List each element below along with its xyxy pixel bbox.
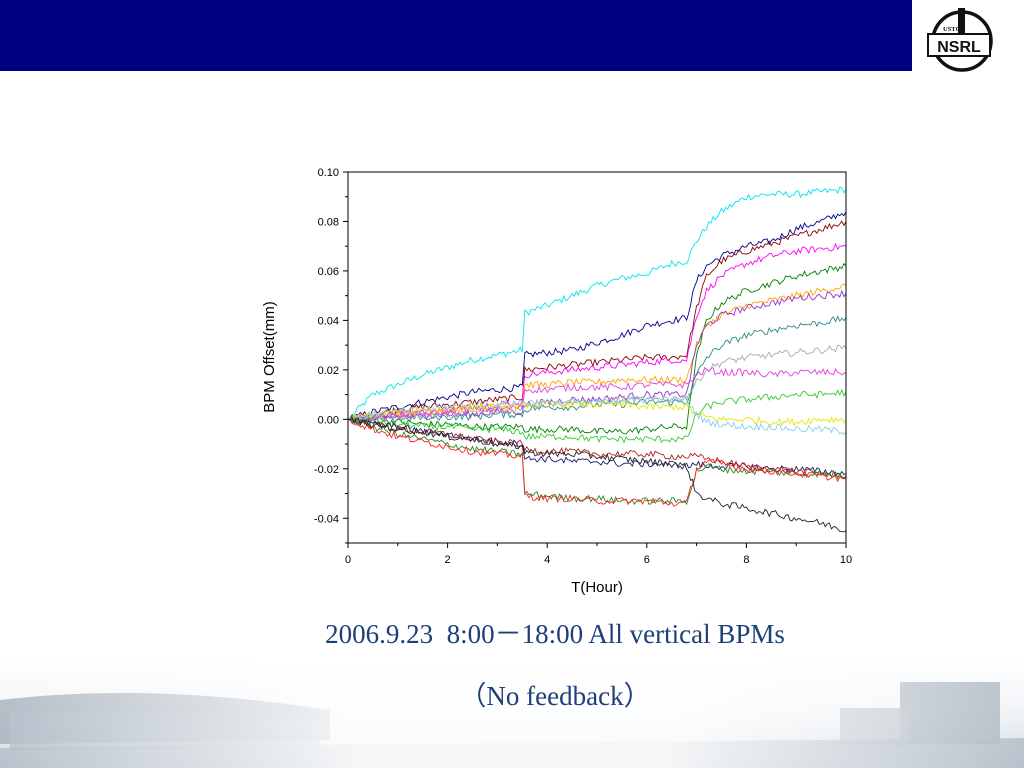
- y-tick-label: 0.06: [318, 266, 339, 278]
- logo-text-nsrl: NSRL: [937, 39, 981, 56]
- y-tick-label: 0.04: [318, 315, 339, 327]
- bpm-series-line-15: [347, 418, 847, 480]
- bpm-series-line-10: [347, 366, 847, 423]
- y-tick-label: 0.08: [318, 216, 339, 228]
- y-axis-title: BPM Offset(mm): [261, 301, 278, 412]
- bpm-series-line-2: [347, 211, 847, 420]
- bpm-series-line-12: [347, 399, 847, 427]
- bpm-series-line-17: [347, 418, 847, 507]
- x-tick-label: 6: [644, 554, 650, 566]
- chart-svg: 0 2 4 6 8 10 -0.04 -0.02 0.00 0.02 0.04 0.06 0.08 0.…: [261, 167, 852, 596]
- bpm-series-line-8: [348, 315, 847, 423]
- caption-subtitle: （No feedback）: [459, 681, 651, 711]
- bpm-series-line-9: [347, 344, 847, 422]
- y-tick-label: 0.00: [318, 414, 339, 426]
- y-tick-label: -0.04: [314, 513, 339, 525]
- x-axis-title: T(Hour): [571, 579, 623, 596]
- y-tick-label: -0.02: [314, 464, 339, 476]
- bpm-series-line-3: [347, 220, 847, 420]
- y-tick-label: 0.10: [318, 167, 339, 179]
- bpm-series-line-18: [347, 416, 847, 533]
- y-axis: -0.04 -0.02 0.00 0.02 0.04 0.06 0.08 0.10: [314, 167, 348, 544]
- bpm-series-line-11: [347, 389, 847, 444]
- bpm-series-line-14: [347, 418, 847, 477]
- bpm-offset-chart: 0 2 4 6 8 10 -0.04 -0.02 0.00 0.02 0.04 0.06 0.08 0.…: [250, 155, 870, 605]
- plot-lines: [347, 186, 847, 533]
- bpm-series-line-1: [347, 186, 847, 420]
- header-bar: [0, 0, 912, 71]
- x-tick-label: 10: [840, 554, 852, 566]
- bpm-series-line-5: [348, 262, 847, 435]
- nsrl-logo: USTC NSRL: [922, 4, 1002, 76]
- x-tick-label: 8: [743, 554, 749, 566]
- bpm-series-line-4: [347, 242, 847, 422]
- y-tick-label: 0.02: [318, 365, 339, 377]
- x-tick-label: 2: [445, 554, 451, 566]
- x-tick-label: 4: [544, 554, 550, 566]
- bpm-series-line-13: [347, 395, 847, 435]
- x-axis: 0 2 4 6 8 10: [345, 543, 852, 566]
- logo-text-ustc: USTC: [943, 26, 961, 33]
- campus-photo-banner: [0, 660, 1024, 768]
- nsrl-logo-icon: USTC NSRL: [927, 8, 993, 72]
- caption-title: 2006.9.23 8:00－18:00 All vertical BPMs: [325, 619, 785, 649]
- x-tick-label: 0: [345, 554, 351, 566]
- bpm-series-line-6: [347, 283, 847, 424]
